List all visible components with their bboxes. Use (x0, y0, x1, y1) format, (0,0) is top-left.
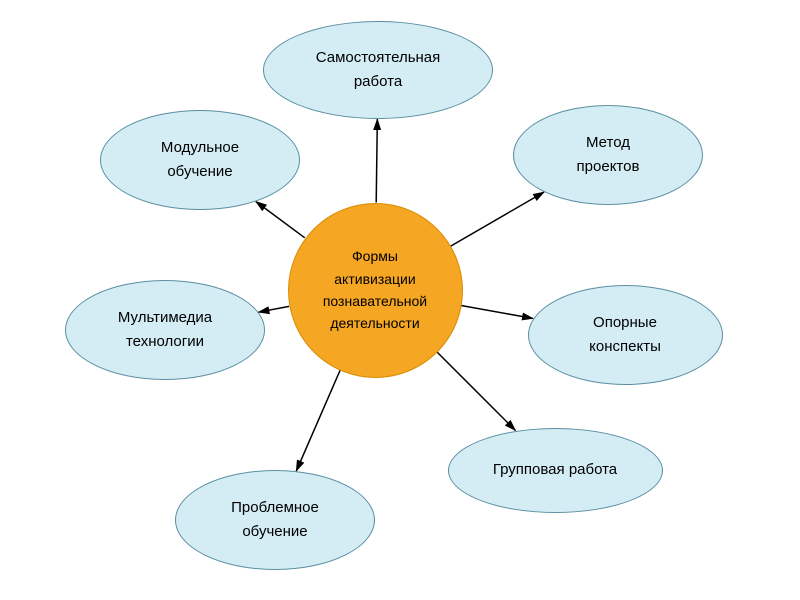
center-node: Формыактивизациипознавательнойдеятельнос… (288, 203, 463, 378)
outer-node-n6: Мультимедиатехнологии (65, 280, 265, 380)
edge-n7 (256, 201, 305, 237)
edge-n5 (296, 370, 340, 471)
outer-node-n3: Опорныеконспекты (528, 285, 723, 385)
outer-node-n4: Групповая работа (448, 428, 663, 513)
edge-n6 (258, 306, 289, 312)
edge-n2 (451, 192, 544, 246)
node-label: Групповая работа (493, 458, 617, 482)
outer-node-n1: Самостоятельнаяработа (263, 21, 493, 119)
node-label: Мультимедиатехнологии (118, 306, 212, 354)
outer-node-n5: Проблемноеобучение (175, 470, 375, 570)
diagram-canvas: Формыактивизациипознавательнойдеятельнос… (0, 0, 800, 600)
edge-n3 (461, 306, 533, 319)
node-label: Проблемноеобучение (231, 496, 319, 544)
node-label: Самостоятельнаяработа (316, 46, 441, 94)
outer-node-n2: Методпроектов (513, 105, 703, 205)
edge-n4 (437, 352, 516, 431)
node-label: Модульноеобучение (161, 136, 239, 184)
node-label: Методпроектов (577, 131, 640, 179)
edge-n1 (376, 119, 377, 203)
outer-node-n7: Модульноеобучение (100, 110, 300, 210)
node-label: Формыактивизациипознавательнойдеятельнос… (323, 245, 427, 335)
node-label: Опорныеконспекты (589, 311, 661, 359)
